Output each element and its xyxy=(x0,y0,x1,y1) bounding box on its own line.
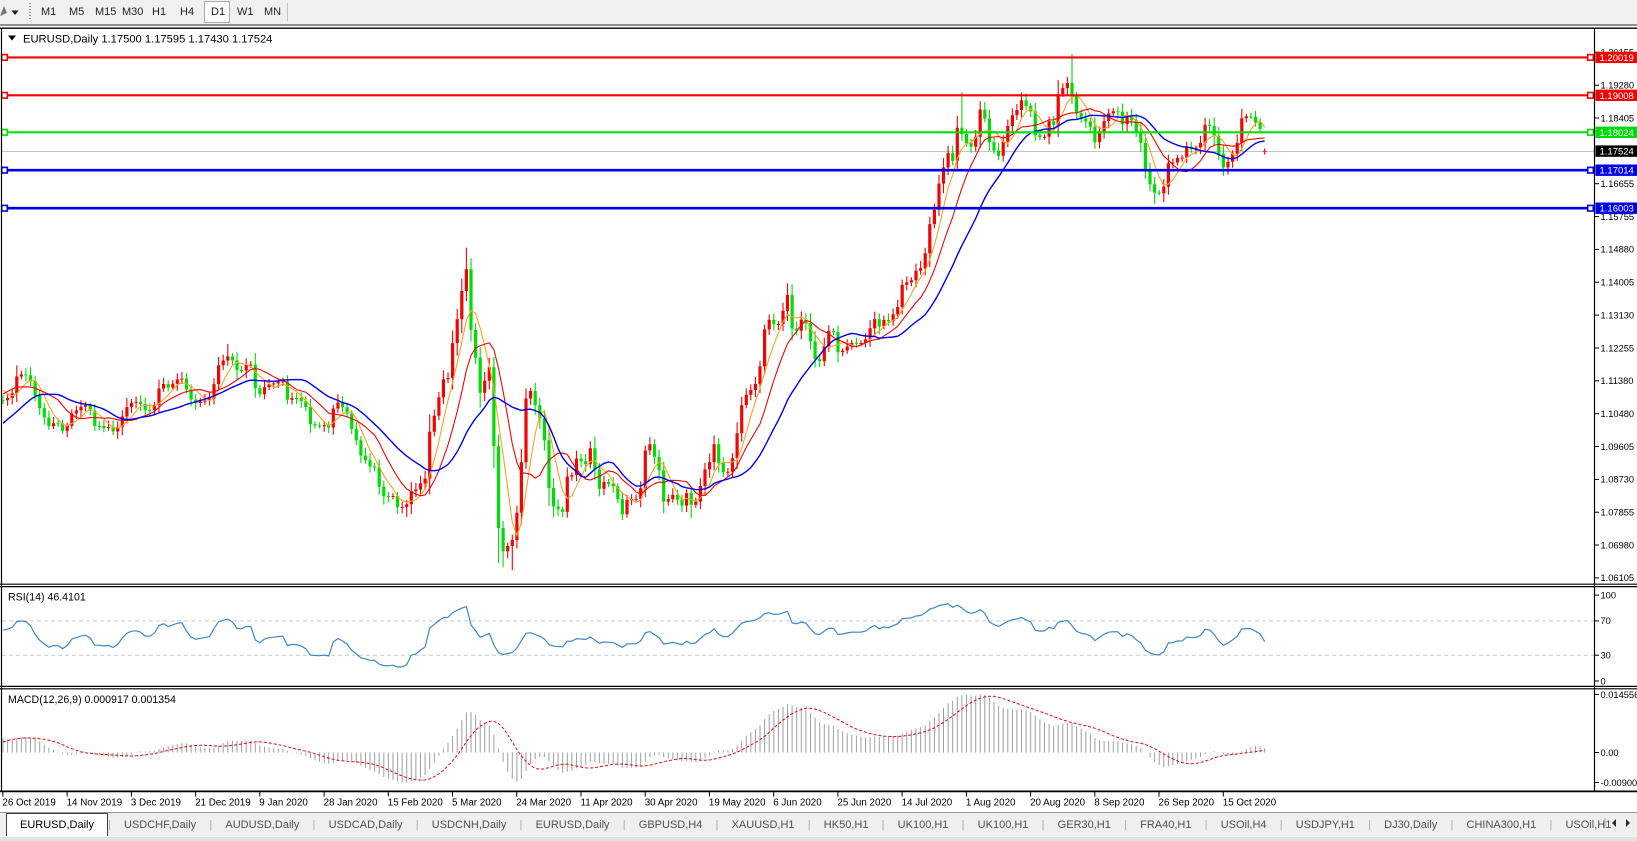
svg-text:5 Mar 2020: 5 Mar 2020 xyxy=(452,798,502,809)
svg-text:MACD(12,26,9) 0.000917 0.00135: MACD(12,26,9) 0.000917 0.001354 xyxy=(8,694,176,706)
svg-text:EURUSD,Daily 1.17500 1.17595: EURUSD,Daily 1.17500 1.17595 1.17430 1.1… xyxy=(23,33,272,45)
svg-text:-0.009001: -0.009001 xyxy=(1601,778,1637,788)
svg-text:30 Apr 2020: 30 Apr 2020 xyxy=(645,798,698,809)
svg-text:1.12255: 1.12255 xyxy=(1601,343,1635,353)
svg-text:1.13130: 1.13130 xyxy=(1601,310,1635,320)
svg-text:1.10480: 1.10480 xyxy=(1601,409,1635,419)
svg-text:26 Oct 2019: 26 Oct 2019 xyxy=(2,798,55,809)
svg-text:0: 0 xyxy=(1601,676,1606,686)
svg-text:9 Jan 2020: 9 Jan 2020 xyxy=(259,798,308,809)
svg-text:1.20019: 1.20019 xyxy=(1600,53,1634,64)
svg-text:3 Dec 2019: 3 Dec 2019 xyxy=(131,798,181,809)
svg-text:30: 30 xyxy=(1601,651,1611,661)
svg-text:1.08730: 1.08730 xyxy=(1601,475,1635,485)
svg-text:24 Mar 2020: 24 Mar 2020 xyxy=(516,798,572,809)
svg-text:14 Jul 2020: 14 Jul 2020 xyxy=(902,798,953,809)
svg-text:1.11380: 1.11380 xyxy=(1601,376,1634,386)
svg-text:14 Nov 2019: 14 Nov 2019 xyxy=(67,798,123,809)
svg-text:8 Sep 2020: 8 Sep 2020 xyxy=(1094,798,1145,809)
svg-text:1.19008: 1.19008 xyxy=(1600,91,1634,102)
svg-text:0.014556: 0.014556 xyxy=(1601,690,1637,700)
svg-text:28 Jan 2020: 28 Jan 2020 xyxy=(324,798,378,809)
svg-text:1.19280: 1.19280 xyxy=(1601,81,1635,91)
svg-text:RSI(14) 46.4101: RSI(14) 46.4101 xyxy=(8,592,86,604)
svg-text:6 Jun 2020: 6 Jun 2020 xyxy=(773,798,822,809)
svg-text:1.16655: 1.16655 xyxy=(1601,179,1635,189)
svg-text:20 Aug 2020: 20 Aug 2020 xyxy=(1030,798,1086,809)
svg-text:1.17014: 1.17014 xyxy=(1600,166,1634,177)
svg-text:1.18024: 1.18024 xyxy=(1600,128,1634,139)
svg-text:1.17524: 1.17524 xyxy=(1600,147,1634,158)
svg-text:1.18405: 1.18405 xyxy=(1601,113,1635,123)
svg-text:15 Feb 2020: 15 Feb 2020 xyxy=(388,798,444,809)
svg-text:15 Oct 2020: 15 Oct 2020 xyxy=(1223,798,1277,809)
svg-text:11 Apr 2020: 11 Apr 2020 xyxy=(581,798,634,809)
svg-text:1.06105: 1.06105 xyxy=(1601,573,1635,583)
svg-text:1.09605: 1.09605 xyxy=(1601,442,1635,452)
svg-text:100: 100 xyxy=(1601,590,1617,600)
svg-text:1.16003: 1.16003 xyxy=(1600,204,1634,215)
svg-text:1.14880: 1.14880 xyxy=(1601,245,1635,255)
svg-text:1.07855: 1.07855 xyxy=(1601,508,1635,518)
svg-text:21 Dec 2019: 21 Dec 2019 xyxy=(195,798,251,809)
svg-text:1.15755: 1.15755 xyxy=(1601,212,1635,222)
svg-text:1 Aug 2020: 1 Aug 2020 xyxy=(966,798,1016,809)
svg-text:0.00: 0.00 xyxy=(1601,748,1619,758)
svg-text:19 May 2020: 19 May 2020 xyxy=(709,798,766,809)
svg-text:70: 70 xyxy=(1601,616,1611,626)
svg-text:1.14005: 1.14005 xyxy=(1601,278,1635,288)
svg-text:1.06980: 1.06980 xyxy=(1601,540,1635,550)
svg-text:25 Jun 2020: 25 Jun 2020 xyxy=(837,798,891,809)
svg-text:26 Sep 2020: 26 Sep 2020 xyxy=(1159,798,1215,809)
